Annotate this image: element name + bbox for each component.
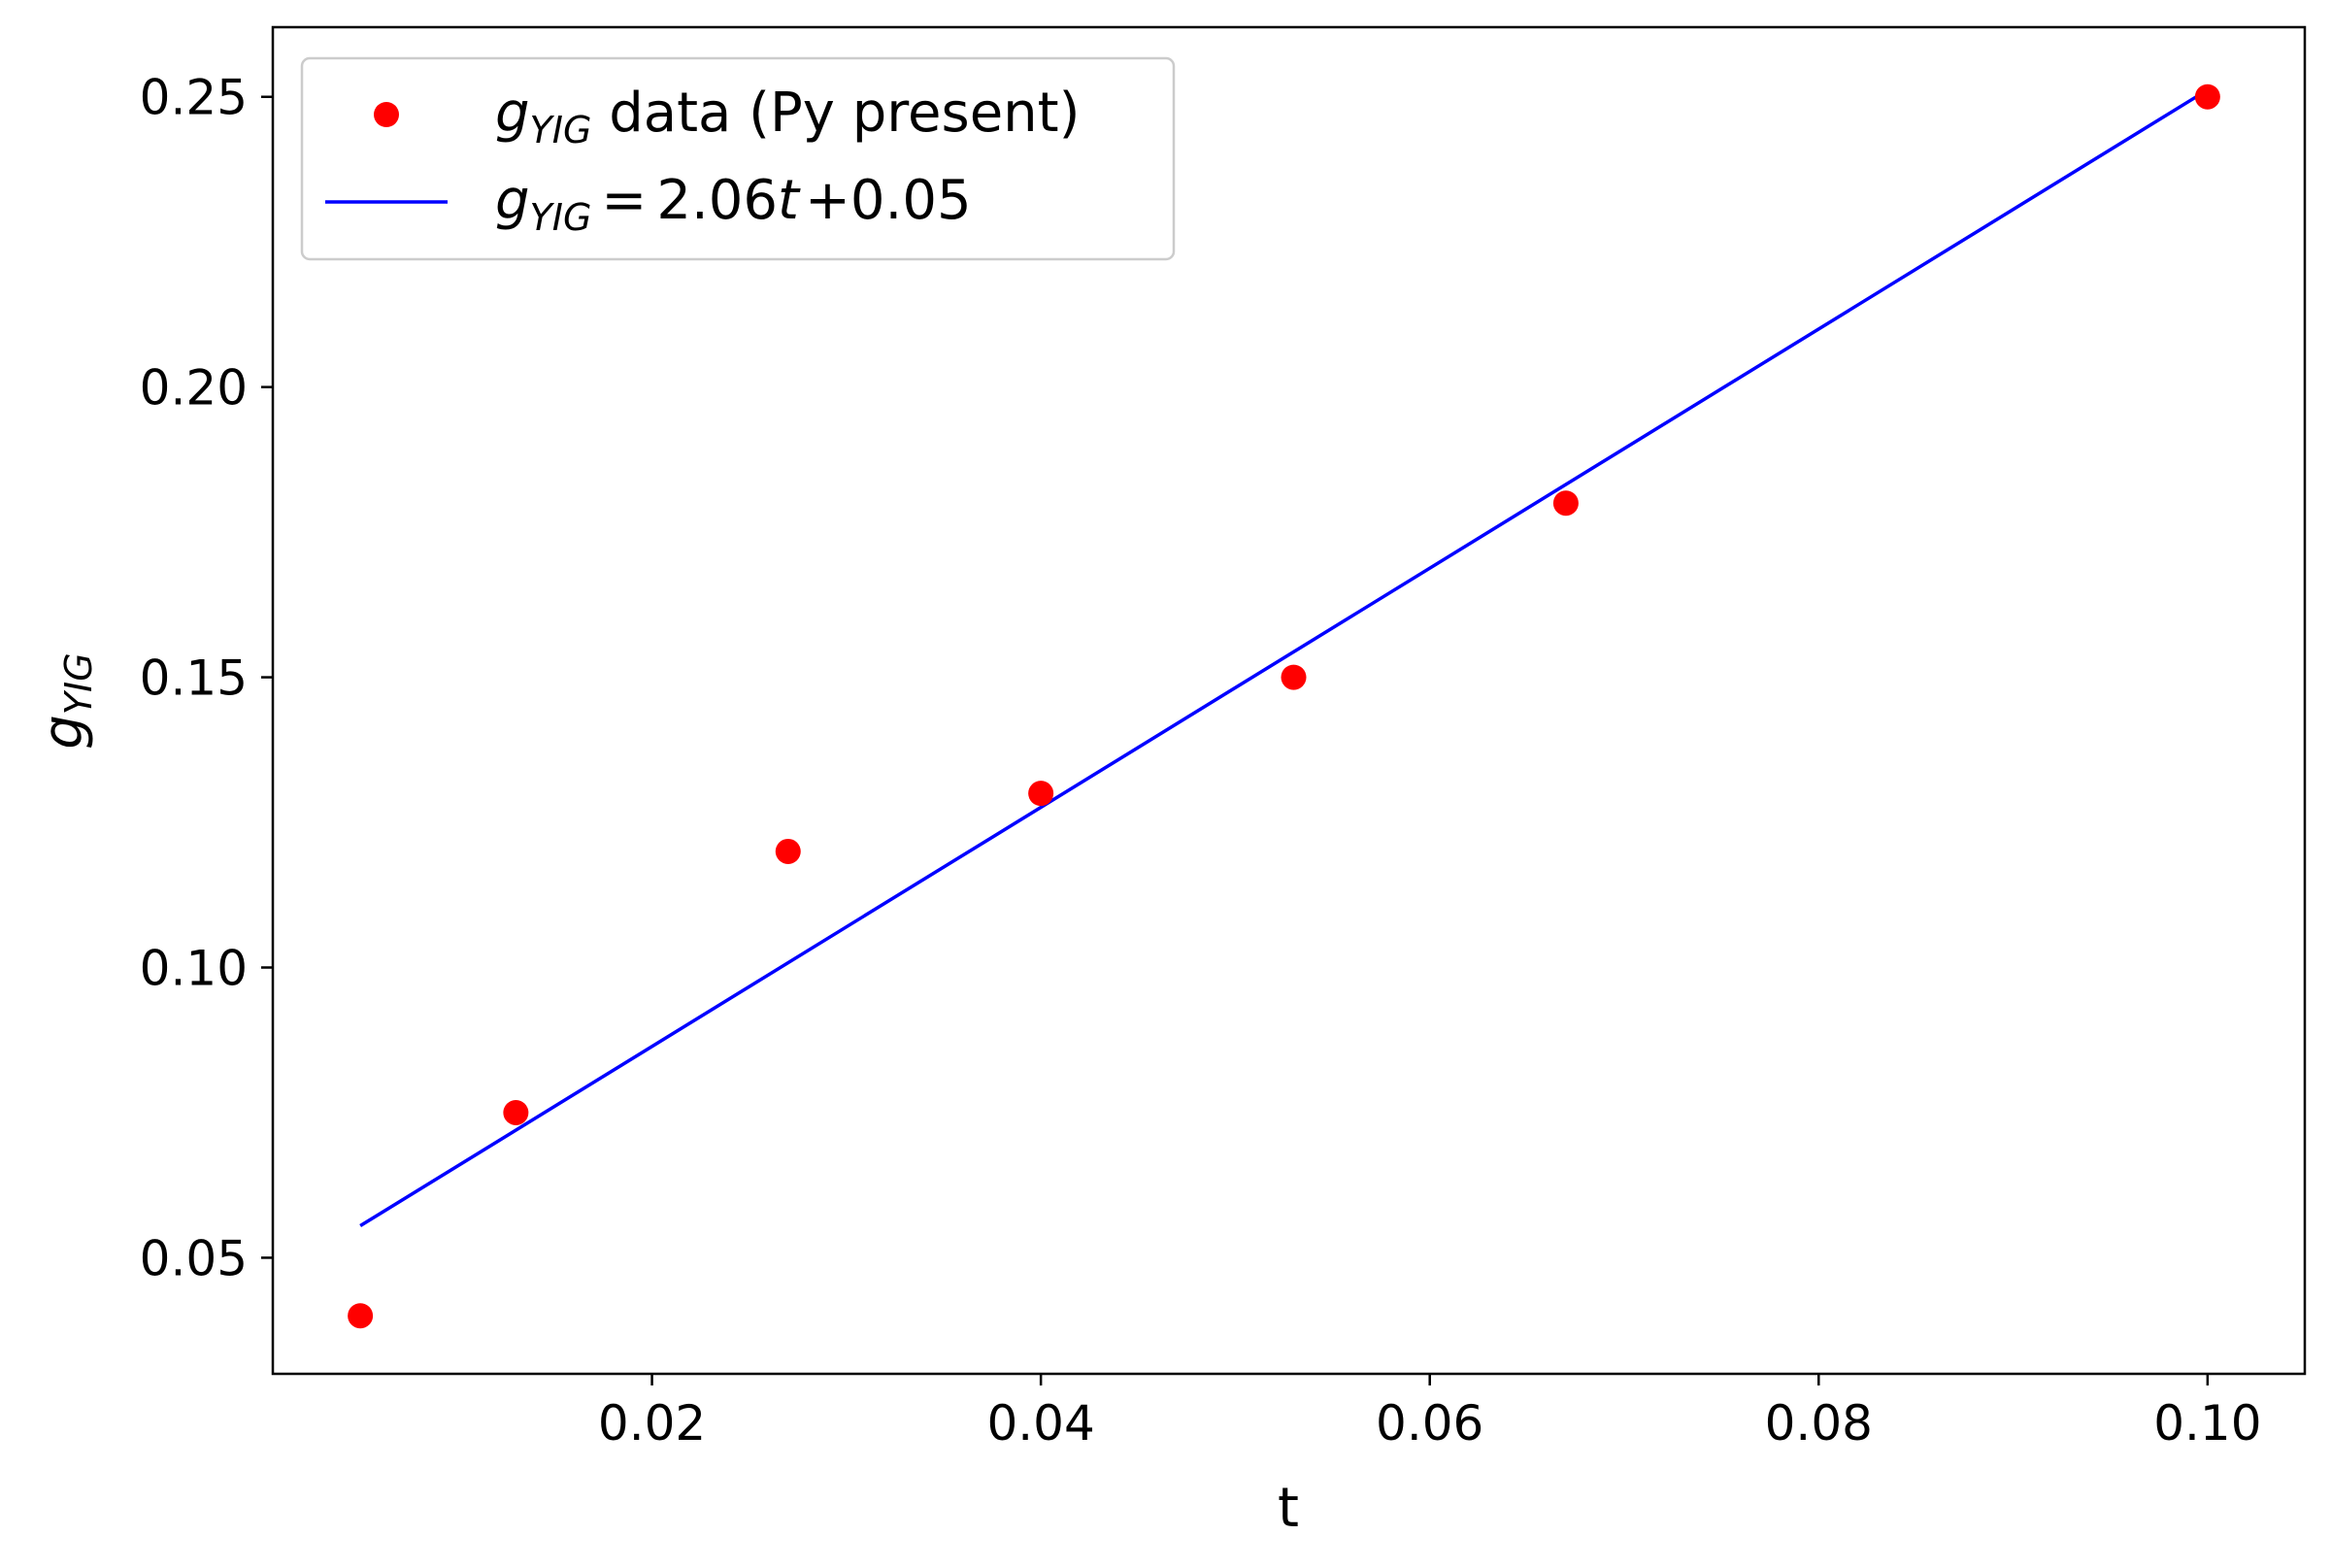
legend-fit-slope: 2.06: [656, 169, 778, 232]
y-axis-label: gYIG: [32, 652, 100, 749]
data-point: [1281, 664, 1307, 690]
plot-area-frame: [271, 25, 2307, 1376]
legend-fit-sub: YIG: [530, 196, 592, 239]
data-point: [2194, 83, 2220, 110]
legend-data-sub: YIG: [530, 109, 592, 151]
data-points-series: [348, 83, 2220, 1329]
x-tick-label: 0.02: [598, 1395, 706, 1451]
x-axis-ticks: 0.02 0.04 0.06 0.08 0.10: [598, 1374, 2262, 1451]
y-tick-label: 0.20: [140, 360, 248, 417]
legend-entry-data: gYIG data (Py present): [495, 82, 1080, 151]
legend-fit-t: t: [778, 169, 801, 232]
data-point: [348, 1303, 374, 1329]
legend-fit-eq: =: [601, 169, 647, 232]
legend-scatter-marker: [374, 102, 399, 127]
x-tick-label: 0.10: [2153, 1395, 2261, 1451]
fit-line: [359, 88, 2209, 1228]
y-axis-ticks: 0.05 0.10 0.15 0.20 0.25: [140, 70, 273, 1286]
data-point: [775, 838, 801, 864]
y-axis-label-main: g: [32, 715, 95, 750]
x-tick-label: 0.08: [1765, 1395, 1873, 1451]
legend-data-var: g: [495, 82, 530, 145]
x-axis-label: t: [1278, 1477, 1299, 1540]
x-tick-label: 0.06: [1376, 1395, 1483, 1451]
y-tick-label: 0.25: [140, 70, 248, 126]
data-point: [1552, 490, 1579, 517]
y-tick-label: 0.10: [140, 941, 248, 997]
legend-fit-var: g: [495, 169, 530, 232]
data-point: [503, 1099, 529, 1125]
data-point: [1028, 781, 1054, 807]
x-tick-label: 0.04: [986, 1395, 1094, 1451]
legend-entry-fit: gYIG = 2.06t +0.05: [495, 169, 972, 239]
legend-data-text: data (Py present): [591, 82, 1080, 145]
legend-box: [300, 56, 1176, 261]
legend-fit-intercept: +0.05: [805, 169, 972, 232]
fit-line-series: [359, 88, 2209, 1228]
legend: gYIG data (Py present) gYIG = 2.06t +0.05: [300, 56, 1176, 261]
y-tick-label: 0.05: [140, 1230, 248, 1286]
y-axis-label-sub: YIG: [57, 652, 100, 715]
y-tick-label: 0.15: [140, 651, 248, 707]
